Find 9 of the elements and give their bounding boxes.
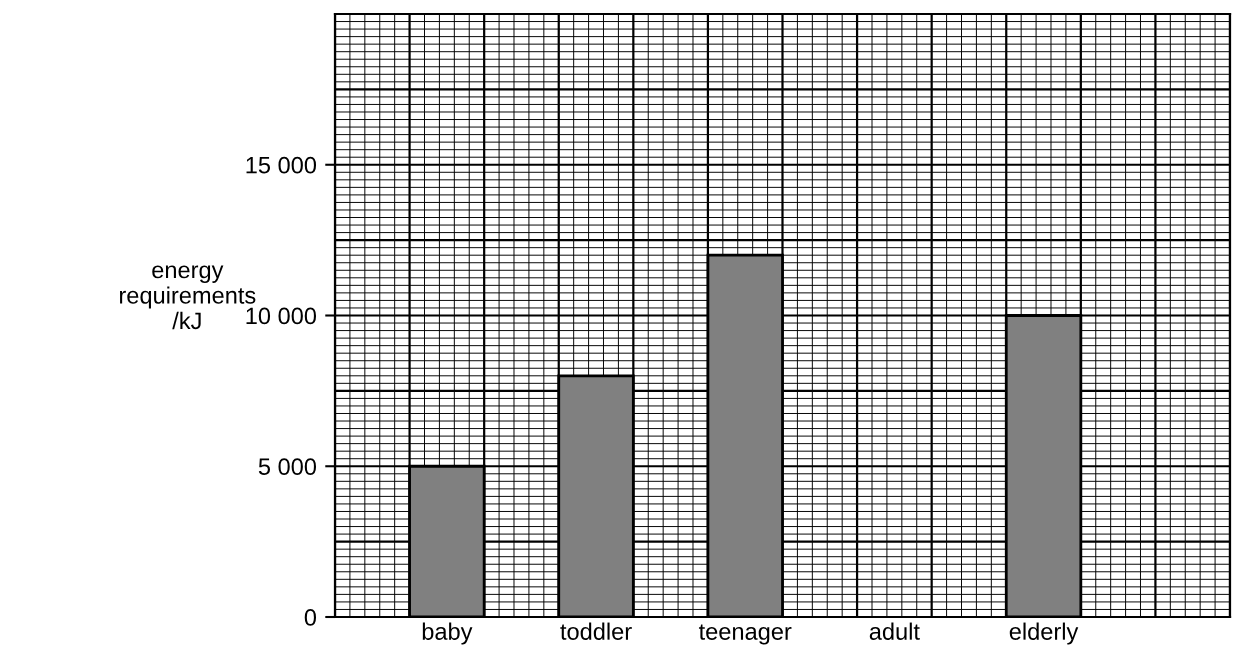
y-tick-label: 15 000 [246,156,317,174]
y-tick-label: 0 [304,609,317,626]
x-tick-label: toddler [560,622,632,640]
x-tick-label: elderly [1009,622,1079,645]
x-tick-label: adult [869,622,920,640]
x-tick-label: teenager [698,624,792,645]
y-tick-label: 10 000 [246,307,317,325]
y-tick-label: 5 000 [258,458,317,476]
x-tick-label: baby [422,622,473,645]
